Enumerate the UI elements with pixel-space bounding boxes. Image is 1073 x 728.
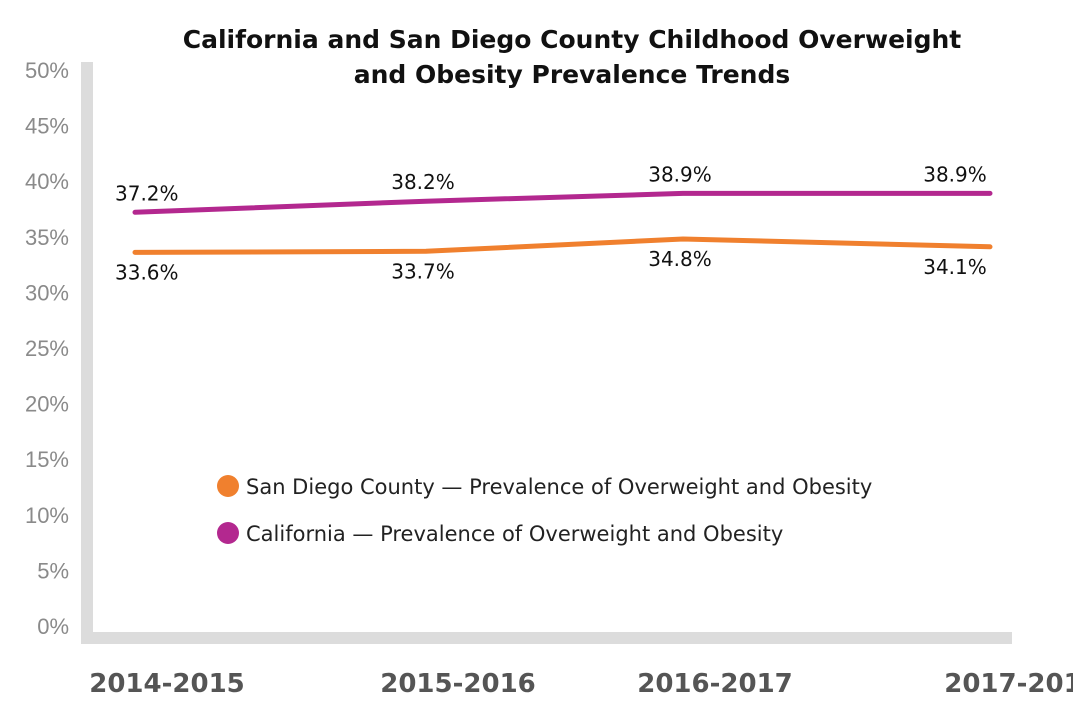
data-label-california-2017-2018: 38.9% xyxy=(923,162,987,186)
y-tick-label-25: 25% xyxy=(25,336,69,361)
y-tick-label-20: 20% xyxy=(25,392,69,417)
legend-label-california: California — Prevalence of Overweight an… xyxy=(246,522,783,546)
chart-title-line-2: and Obesity Prevalence Trends xyxy=(354,60,791,89)
y-tick-label-40: 40% xyxy=(25,169,69,194)
legend-label-san-diego-county: San Diego County — Prevalence of Overwei… xyxy=(246,475,872,499)
x-axis-ticks: 2014-2015 2015-2016 2016-2017 2017-2018 xyxy=(89,669,1073,699)
chart-title-line-1: California and San Diego County Childhoo… xyxy=(183,25,962,54)
legend-marker-california xyxy=(217,522,239,544)
y-tick-label-10: 10% xyxy=(25,503,69,528)
data-label-california-2016-2017: 38.9% xyxy=(648,162,712,186)
y-tick-label-30: 30% xyxy=(25,280,69,305)
y-axis-ticks: 0% 5% 10% 15% 20% 25% 30% 35% 40% 45% 50% xyxy=(25,58,69,639)
series-line-san-diego-county xyxy=(132,236,993,255)
data-label-san-diego-2016-2017: 34.8% xyxy=(648,247,712,271)
x-tick-label-2015-2016: 2015-2016 xyxy=(380,669,536,699)
legend: San Diego County — Prevalence of Overwei… xyxy=(217,475,872,546)
x-tick-label-2016-2017: 2016-2017 xyxy=(637,669,793,699)
data-label-california-2015-2016: 38.2% xyxy=(391,170,455,194)
chart-axes xyxy=(81,62,1012,644)
y-tick-label-35: 35% xyxy=(25,225,69,250)
data-labels: 33.6% 33.7% 34.8% 34.1% 37.2% 38.2% 38.9% 38.9% xyxy=(115,162,987,284)
y-tick-label-50: 50% xyxy=(25,58,69,83)
y-tick-label-0: 0% xyxy=(37,614,69,639)
x-tick-label-2017-2018: 2017-2018 xyxy=(944,669,1073,699)
y-tick-label-45: 45% xyxy=(25,114,69,139)
data-label-san-diego-2015-2016: 33.7% xyxy=(391,259,455,283)
data-label-san-diego-2014-2015: 33.6% xyxy=(115,260,179,284)
y-tick-label-5: 5% xyxy=(37,558,69,583)
data-label-california-2014-2015: 37.2% xyxy=(115,181,179,205)
x-tick-label-2014-2015: 2014-2015 xyxy=(89,669,245,699)
chart-series xyxy=(132,190,993,255)
y-tick-label-15: 15% xyxy=(25,447,69,472)
series-line-california xyxy=(132,190,993,215)
chart-title: California and San Diego County Childhoo… xyxy=(183,25,962,89)
data-label-san-diego-2017-2018: 34.1% xyxy=(923,255,987,279)
legend-marker-san-diego-county xyxy=(217,475,239,497)
